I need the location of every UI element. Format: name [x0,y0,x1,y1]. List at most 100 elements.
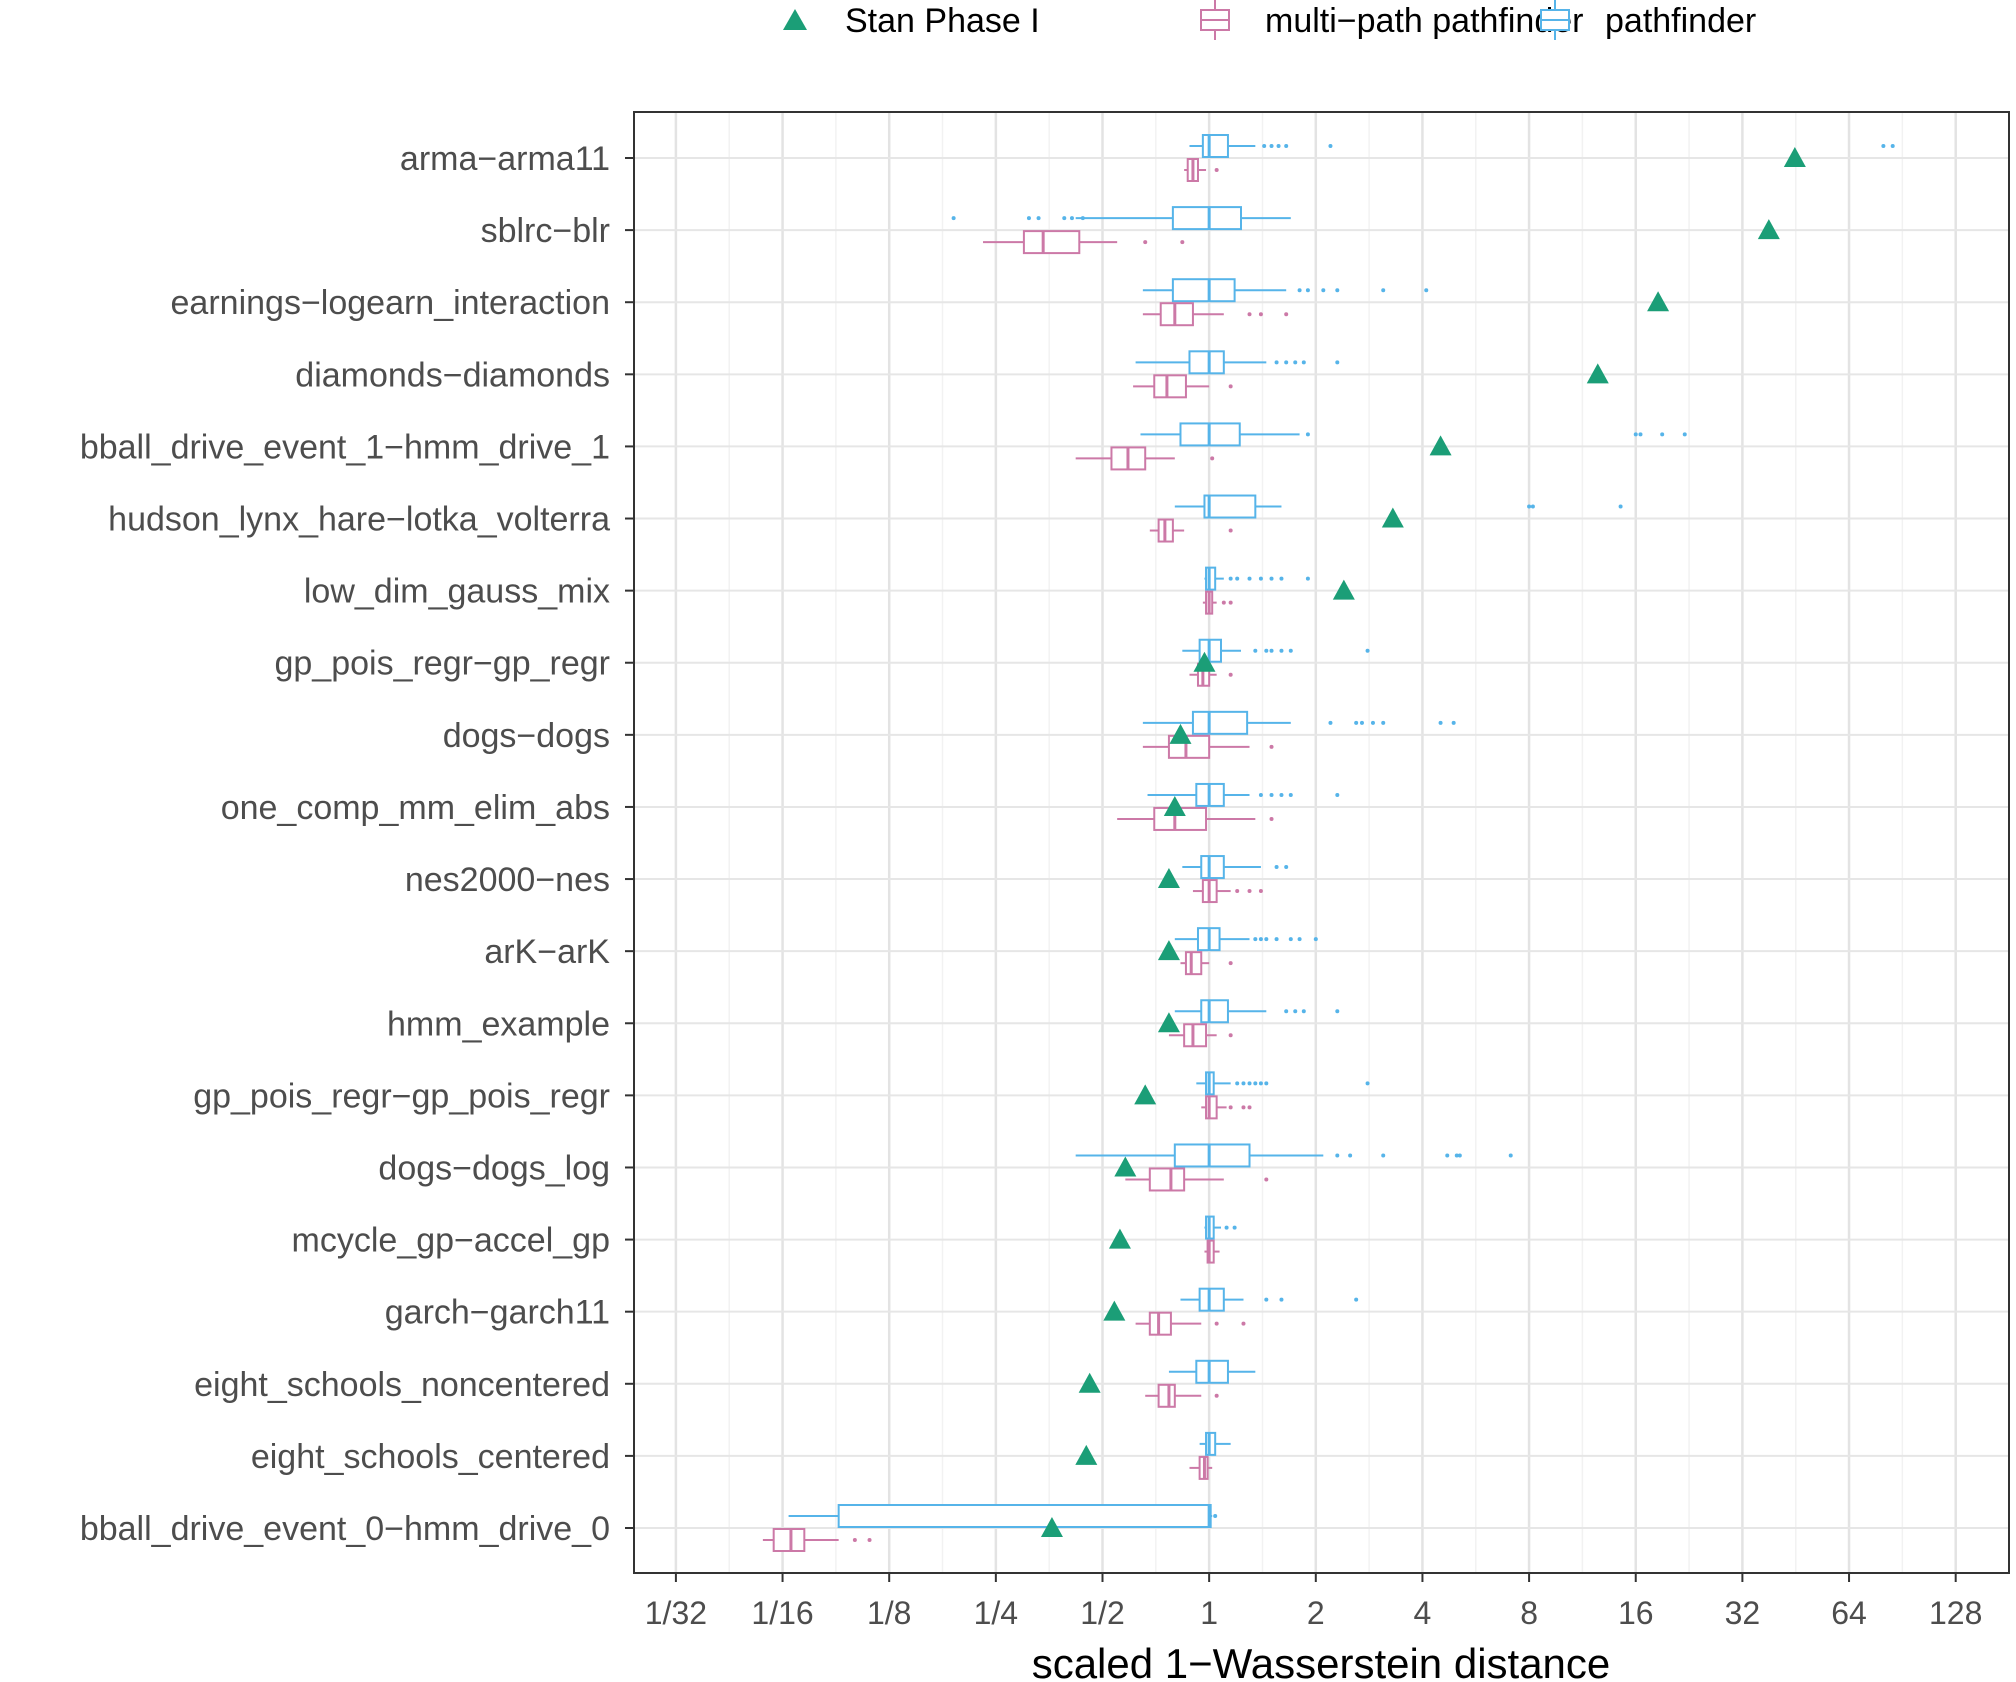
stan-phase-i-point [1134,1084,1157,1105]
y-tick-label: bball_drive_event_0−hmm_drive_0 [80,1510,610,1548]
y-tick-label: sblrc−blr [481,212,610,250]
multipath-boxplot-outlier [1258,889,1263,894]
legend-key-triangle [783,9,807,30]
pathfinder-boxplot-outlier [1335,288,1340,293]
multipath-boxplot-outlier [1258,312,1263,317]
multipath-boxplot-outlier [1228,1033,1233,1038]
x-tick-label: 1/32 [645,1595,707,1631]
multipath-boxplot-outlier [1269,816,1274,821]
multipath-boxplot [1202,590,1233,615]
pathfinder-boxplot-outlier [1036,216,1041,221]
y-tick-label: nes2000−nes [405,861,610,899]
pathfinder-boxplot-outlier [1264,1297,1269,1302]
multipath-boxplot-outlier [1180,240,1185,245]
stan-phase-i-point [1163,795,1186,816]
x-tick-label: 8 [1520,1595,1538,1631]
y-tick-label: diamonds−diamonds [295,356,610,394]
pathfinder-boxplot-outlier [1381,1153,1386,1158]
pathfinder-boxplot-box [1191,710,1249,735]
pathfinder-boxplot-outlier [1235,576,1240,581]
pathfinder-boxplot-outlier [1288,648,1293,653]
y-tick-label: dogs−dogs_log [378,1149,610,1187]
multipath-boxplot-outlier [1247,1105,1252,1110]
multipath-boxplot-outlier [1247,312,1252,317]
y-tick-label: eight_schools_noncentered [194,1366,610,1404]
y-tick-label: eight_schools_centered [251,1438,610,1476]
multipath-boxplot [1180,951,1233,976]
pathfinder-boxplot-outlier [1354,720,1359,725]
multipath-boxplot [1189,1455,1213,1480]
pathfinder-boxplot-outlier [1062,216,1067,221]
x-tick-label: 1 [1200,1595,1218,1631]
pathfinder-boxplot-outlier [1274,865,1279,870]
pathfinder-boxplot-outlier [1293,360,1298,365]
stan-phase-i-point [1169,723,1192,744]
pathfinder-boxplot-outlier [1633,432,1638,437]
multipath-boxplot-outlier [867,1538,872,1542]
pathfinder-boxplot-outlier [1279,576,1284,581]
multipath-boxplot-box [1157,1383,1176,1408]
multipath-boxplot [1135,1311,1246,1336]
pathfinder-boxplot-outlier [1424,288,1429,293]
y-tick-label: hudson_lynx_hare−lotka_volterra [108,501,610,539]
stan-phase-i-point [1586,363,1609,384]
pathfinder-boxplot [1140,422,1687,447]
x-tick-label: 64 [1831,1595,1867,1631]
multipath-boxplot-outlier [1228,672,1233,677]
pathfinder-boxplot-outlier [1264,648,1269,653]
multipath-boxplot-outlier [1214,1321,1219,1326]
pathfinder-boxplot-outlier [1881,144,1886,148]
multipath-boxplot [983,230,1185,255]
stan-phase-i-point [1429,435,1452,456]
pathfinder-boxplot-box [1203,494,1257,519]
pathfinder-boxplot [1204,566,1310,591]
y-tick-label: arma−arma11 [400,140,610,178]
pathfinder-boxplot [951,206,1291,231]
pathfinder-boxplot-outlier [1328,144,1333,148]
y-tick-label: gp_pois_regr−gp_pois_regr [193,1077,610,1115]
pathfinder-boxplot-outlier [1301,1009,1306,1014]
pathfinder-boxplot-outlier [1264,1081,1269,1086]
x-tick-label: 1/8 [867,1595,911,1631]
multipath-boxplot-box [1148,1167,1186,1192]
legend-item: multi−path pathfinder [1200,0,1583,40]
pathfinder-boxplot-outlier [1253,1081,1258,1086]
pathfinder-boxplot-outlier [1235,1081,1240,1086]
pathfinder-boxplot-outlier [1247,576,1252,581]
pathfinder-boxplot-outlier [1258,576,1263,581]
pathfinder-boxplot-outlier [1269,648,1274,653]
pathfinder-boxplot-outlier [1269,144,1274,148]
multipath-boxplot-box [1022,230,1081,255]
multipath-boxplot-box [1183,1023,1208,1048]
pathfinder-boxplot-outlier [1253,648,1258,653]
pathfinder-boxplot-outlier [1508,1153,1513,1158]
multipath-boxplot [1184,158,1219,182]
multipath-boxplot-box [1148,1311,1172,1336]
pathfinder-boxplot-outlier [1335,1153,1340,1158]
pathfinder-boxplot [1182,855,1289,880]
pathfinder-boxplot-outlier [1279,1297,1284,1302]
y-tick-label: hmm_example [387,1005,610,1043]
pathfinder-boxplot-outlier [1438,720,1443,725]
pathfinder-boxplot-outlier [1365,648,1370,653]
multipath-boxplot-box [1205,1095,1218,1120]
pathfinder-boxplot-outlier [1284,1009,1289,1014]
pathfinder-boxplot-outlier [1321,288,1326,293]
chart-marks [762,134,1895,1552]
pathfinder-boxplot-outlier [1660,432,1665,437]
stan-phase-i-point [1078,1372,1101,1393]
pathfinder-boxplot-outlier [1451,720,1456,725]
pathfinder-boxplot [1199,1431,1231,1456]
stan-phase-i-point [1381,507,1404,528]
multipath-boxplot-box [1184,951,1203,976]
pathfinder-boxplot-outlier [1297,288,1302,293]
y-tick-label: gp_pois_regr−gp_regr [274,645,610,683]
multipath-boxplot-outlier [1228,1105,1233,1110]
multipath-boxplot-outlier [1235,889,1240,894]
pathfinder-boxplot-outlier [1258,1081,1263,1086]
multipath-boxplot-outlier [1228,384,1233,389]
multipath-boxplot [1145,1383,1219,1408]
pathfinder-boxplot [1196,1071,1370,1096]
multipath-boxplot-box [772,1528,806,1552]
multipath-boxplot [1142,302,1289,327]
